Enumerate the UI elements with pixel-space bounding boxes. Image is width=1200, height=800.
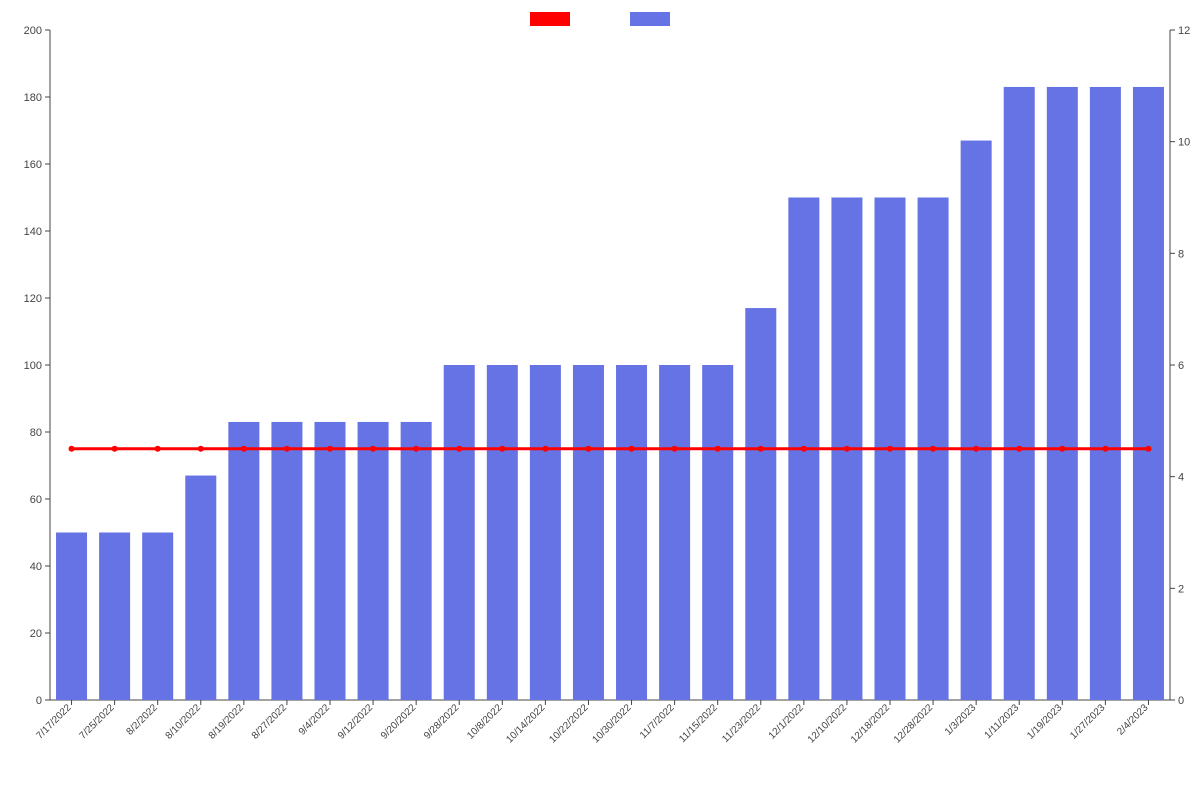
chart-container: 0204060801001201401601802000246810127/17… (0, 0, 1200, 800)
right-axis-tick: 6 (1178, 360, 1184, 372)
line-marker (715, 446, 721, 452)
bar (702, 365, 733, 700)
right-axis-tick: 2 (1178, 583, 1184, 595)
bar (1047, 87, 1078, 700)
left-axis-tick: 100 (24, 360, 42, 372)
line-marker (413, 446, 419, 452)
legend-swatch (630, 12, 670, 26)
legend-swatch (530, 12, 570, 26)
line-marker (844, 446, 850, 452)
line-marker (973, 446, 979, 452)
bar (185, 476, 216, 700)
line-marker (284, 446, 290, 452)
line-marker (112, 446, 118, 452)
bar (228, 422, 259, 700)
left-axis-tick: 20 (30, 628, 42, 640)
bar (314, 422, 345, 700)
line-marker (456, 446, 462, 452)
right-axis-tick: 4 (1178, 472, 1184, 484)
bar (401, 422, 432, 700)
line-marker (758, 446, 764, 452)
bar (487, 365, 518, 700)
right-axis-tick: 12 (1178, 25, 1190, 37)
bar (99, 533, 130, 701)
line-marker (155, 446, 161, 452)
right-axis-tick: 8 (1178, 248, 1184, 260)
bar (271, 422, 302, 700)
left-axis-tick: 80 (30, 427, 42, 439)
left-axis-tick: 160 (24, 159, 42, 171)
bar (142, 533, 173, 701)
bar (1133, 87, 1164, 700)
line-marker (241, 446, 247, 452)
bar (1090, 87, 1121, 700)
bar (444, 365, 475, 700)
line-marker (198, 446, 204, 452)
left-axis-tick: 120 (24, 293, 42, 305)
left-axis-tick: 60 (30, 494, 42, 506)
left-axis-tick: 180 (24, 92, 42, 104)
left-axis-tick: 200 (24, 25, 42, 37)
line-marker (930, 446, 936, 452)
chart-svg: 0204060801001201401601802000246810127/17… (0, 0, 1200, 800)
line-marker (585, 446, 591, 452)
left-axis-tick: 40 (30, 561, 42, 573)
left-axis-tick: 0 (36, 695, 42, 707)
line-marker (542, 446, 548, 452)
right-axis-tick: 10 (1178, 137, 1190, 149)
line-marker (1145, 446, 1151, 452)
bar (1004, 87, 1035, 700)
line-marker (672, 446, 678, 452)
bar (616, 365, 647, 700)
bar (56, 533, 87, 701)
bar (961, 141, 992, 700)
left-axis-tick: 140 (24, 226, 42, 238)
line-marker (499, 446, 505, 452)
bar (573, 365, 604, 700)
bar (659, 365, 690, 700)
line-marker (69, 446, 75, 452)
line-marker (629, 446, 635, 452)
line-marker (1059, 446, 1065, 452)
bar (745, 308, 776, 700)
line-marker (370, 446, 376, 452)
line-marker (801, 446, 807, 452)
line-marker (1102, 446, 1108, 452)
bar (530, 365, 561, 700)
line-marker (1016, 446, 1022, 452)
bar (358, 422, 389, 700)
right-axis-tick: 0 (1178, 695, 1184, 707)
line-marker (887, 446, 893, 452)
line-marker (327, 446, 333, 452)
